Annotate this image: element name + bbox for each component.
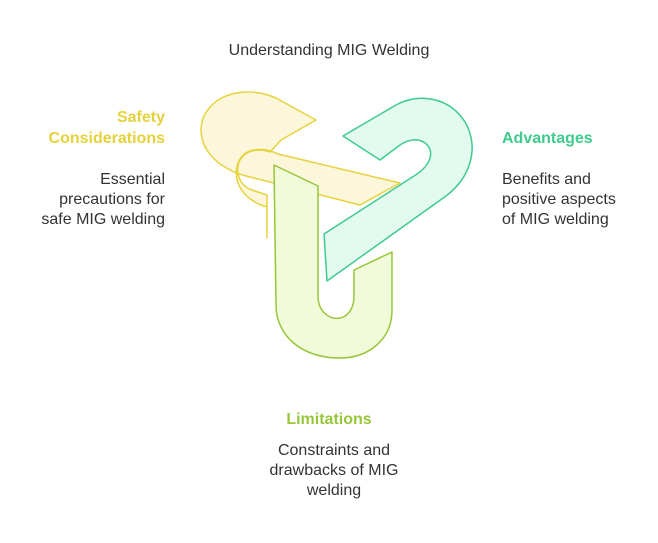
limitations-desc-line1: Constraints and xyxy=(277,442,391,459)
safety-label-line1: Safety xyxy=(116,109,165,126)
advantages-desc-line1: Benefits and xyxy=(502,171,591,188)
safety-desc-line2: precautions for xyxy=(59,191,165,208)
diagram-title: Understanding MIG Welding xyxy=(228,42,430,59)
limitations-desc-line3: welding xyxy=(306,482,362,499)
limitations-description: Constraints and drawbacks of MIG welding xyxy=(0,441,658,501)
limitations-desc-line2: drawbacks of MIG xyxy=(269,462,399,479)
advantages-description: Benefits and positive aspects of MIG wel… xyxy=(502,170,616,230)
safety-desc-line3: safe MIG welding xyxy=(41,211,165,228)
safety-label-line2: Considerations xyxy=(48,130,165,147)
advantages-desc-line3: of MIG welding xyxy=(502,211,609,228)
advantages-desc-line2: positive aspects xyxy=(502,191,616,208)
advantages-shape xyxy=(323,97,473,282)
limitations-shape xyxy=(273,164,393,359)
safety-desc-line1: Essential xyxy=(100,171,165,188)
safety-shape xyxy=(200,91,401,239)
advantages-label: Advantages xyxy=(502,130,593,147)
safety-description: Essential precautions for safe MIG weldi… xyxy=(41,170,165,230)
limitations-label: Limitations xyxy=(286,411,372,428)
safety-label: Safety Considerations xyxy=(49,107,165,149)
